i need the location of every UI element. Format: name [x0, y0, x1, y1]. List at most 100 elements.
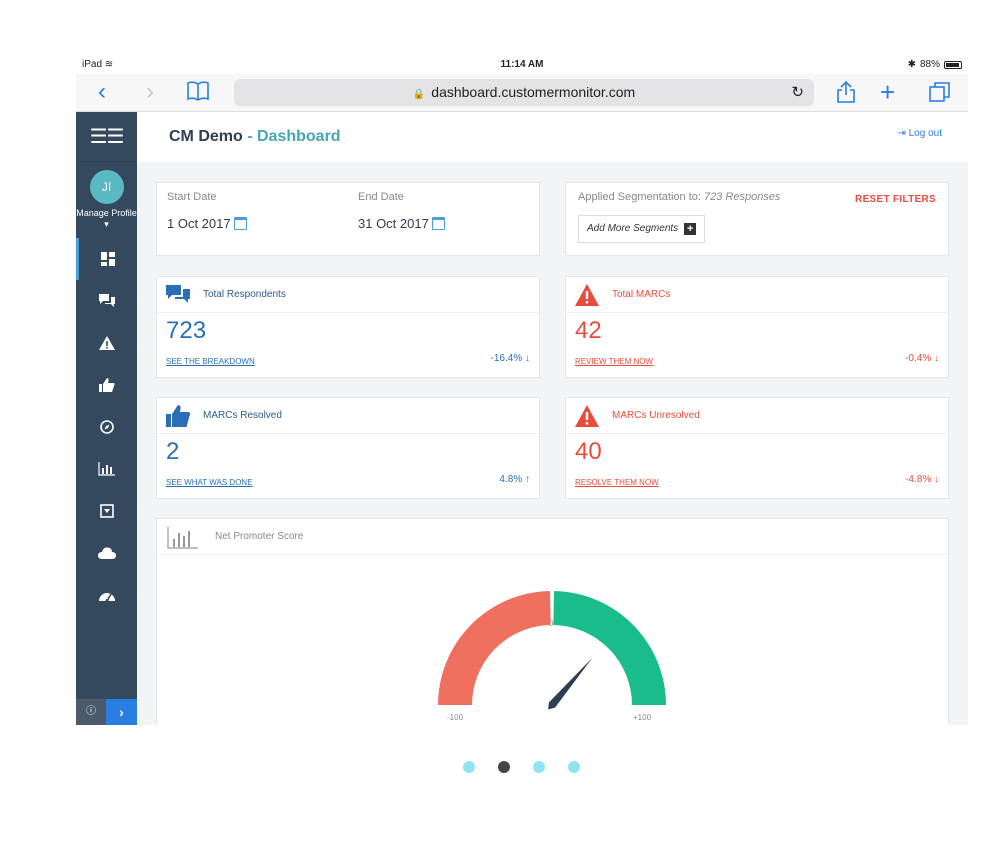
manage-profile-link[interactable]: Manage Profile ▾: [76, 208, 137, 229]
calendar-icon[interactable]: [431, 217, 445, 230]
sidebar-item-explore[interactable]: [76, 406, 137, 448]
bar-chart-icon: [167, 527, 198, 549]
see-breakdown-link[interactable]: SEE THE BREAKDOWN: [166, 357, 255, 366]
page-header: CM Demo - Dashboard ⇥ Log out: [137, 112, 968, 162]
segmentation-card: Applied Segmentation to: 723 Responses R…: [565, 182, 949, 256]
sidebar-footer: ⓘ ›: [76, 699, 137, 725]
status-bar: iPad ≋ 11:14 AM ✱ 88%: [76, 56, 968, 74]
stat-change: -0.4% ↓: [905, 353, 939, 364]
logout-icon: ⇥: [897, 128, 906, 139]
reload-icon[interactable]: ↻: [791, 84, 804, 101]
clock: 11:14 AM: [500, 59, 544, 70]
pager-dot[interactable]: [533, 761, 545, 773]
stat-value: 40: [575, 438, 602, 465]
browser-toolbar: ‹ › 🔒 dashboard.customermonitor.com ↻ +: [76, 74, 968, 112]
expand-sidebar-icon[interactable]: ›: [106, 699, 137, 725]
nps-title: Net Promoter Score: [215, 531, 304, 542]
title-separator: -: [242, 128, 257, 145]
bookmarks-icon[interactable]: [186, 80, 210, 107]
new-tab-icon[interactable]: +: [880, 77, 896, 107]
share-icon[interactable]: [836, 80, 856, 109]
end-date-label: End Date: [358, 191, 404, 203]
calendar-icon[interactable]: [233, 217, 247, 230]
add-segments-button[interactable]: Add More Segments +: [578, 215, 706, 243]
marcs-unresolved-card: MARCs Unresolved 40 RESOLVE THEM NOW -4.…: [565, 397, 949, 499]
reset-filters-button[interactable]: RESET FILTERS: [855, 194, 936, 205]
stat-change: -16.4% ↓: [490, 353, 530, 364]
device-label: iPad ≋: [82, 59, 114, 70]
bar-chart-icon: [97, 462, 115, 476]
pager-dot[interactable]: [568, 761, 580, 773]
sidebar: ☰☰ JI Manage Profile ▾: [76, 112, 137, 725]
gauge-mid-label: 0: [549, 619, 554, 628]
marcs-resolved-card: MARCs Resolved 2 SEE WHAT WAS DONE 4.8% …: [156, 397, 540, 499]
warning-icon: [98, 336, 115, 350]
stat-change: -4.8% ↓: [905, 474, 939, 485]
end-date-picker[interactable]: 31 Oct 2017: [358, 216, 445, 231]
see-what-was-done-link[interactable]: SEE WHAT WAS DONE: [166, 478, 253, 487]
start-date-label: Start Date: [167, 191, 217, 203]
warning-icon: [575, 405, 599, 427]
comments-icon: [166, 285, 190, 303]
address-bar[interactable]: 🔒 dashboard.customermonitor.com ↻: [234, 79, 814, 106]
main-content: CM Demo - Dashboard ⇥ Log out Start Date…: [137, 112, 968, 725]
stat-change: 4.8% ↑: [499, 474, 530, 485]
pager-dot[interactable]: [463, 761, 475, 773]
pager-dot[interactable]: [498, 761, 510, 773]
avatar[interactable]: JI: [89, 170, 124, 204]
sidebar-item-performance[interactable]: [76, 574, 137, 616]
thumbs-up-icon: [166, 405, 191, 427]
sidebar-item-comments[interactable]: [76, 280, 137, 322]
carousel-pager: [0, 760, 1000, 774]
page-name: Dashboard: [257, 128, 341, 145]
thumbs-up-icon: [98, 378, 114, 392]
page-title: CM Demo - Dashboard: [169, 128, 341, 146]
info-icon[interactable]: ⓘ: [76, 699, 106, 725]
nps-gauge: [438, 591, 666, 710]
gauge-negative-arc: [438, 591, 551, 705]
sidebar-item-cloud[interactable]: [76, 532, 137, 574]
nps-card: Net Promoter Score -100 0 +100: [156, 518, 949, 725]
stat-title: Total MARCs: [612, 289, 671, 300]
lock-icon: 🔒: [412, 89, 426, 100]
stat-value: 42: [575, 317, 602, 344]
stat-title: MARCs Resolved: [203, 410, 282, 421]
start-date-picker[interactable]: 1 Oct 2017: [167, 216, 247, 231]
stat-title: MARCs Unresolved: [612, 410, 700, 421]
sidebar-item-reports[interactable]: [76, 448, 137, 490]
sidebar-item-resolved[interactable]: [76, 364, 137, 406]
gauge-needle: [548, 657, 593, 710]
battery-percent: 88%: [919, 59, 940, 70]
app-name: CM Demo: [169, 128, 243, 145]
bluetooth-icon: ✱: [907, 59, 916, 70]
sidebar-item-alerts[interactable]: [76, 322, 137, 364]
end-date: End Date 31 Oct 2017: [358, 191, 445, 231]
stat-value: 723: [166, 317, 207, 344]
battery-status: ✱ 88%: [908, 59, 962, 70]
resolve-now-link[interactable]: RESOLVE THEM NOW: [575, 478, 659, 487]
review-now-link[interactable]: REVIEW THEM NOW: [575, 357, 654, 366]
gauge-max-label: +100: [633, 713, 652, 722]
plus-icon: +: [684, 223, 697, 235]
dashboard-icon: [101, 252, 115, 266]
date-range-card: Start Date 1 Oct 2017 End Date 31 Oct 20…: [156, 182, 540, 256]
comments-icon: [98, 294, 115, 307]
logout-link[interactable]: ⇥ Log out: [897, 128, 942, 139]
warning-icon: [575, 284, 599, 306]
cloud-icon: [97, 547, 116, 559]
forward-icon[interactable]: ›: [146, 78, 154, 105]
url-text: dashboard.customermonitor.com: [431, 84, 636, 100]
battery-icon: [944, 60, 962, 69]
total-respondents-card: Total Respondents 723 SEE THE BREAKDOWN …: [156, 276, 540, 378]
back-icon[interactable]: ‹: [98, 78, 106, 105]
gauge-icon: [98, 593, 115, 602]
download-box-icon: [99, 504, 114, 518]
segmentation-label: Applied Segmentation to: 723 Responses: [578, 191, 781, 203]
stat-title: Total Respondents: [203, 289, 286, 300]
tabs-icon[interactable]: [928, 80, 952, 109]
sidebar-item-downloads[interactable]: [76, 490, 137, 532]
sidebar-item-dashboard[interactable]: [76, 238, 137, 280]
gauge-min-label: -100: [447, 713, 464, 722]
menu-icon[interactable]: ☰☰: [76, 112, 137, 162]
start-date: Start Date 1 Oct 2017: [167, 191, 247, 231]
